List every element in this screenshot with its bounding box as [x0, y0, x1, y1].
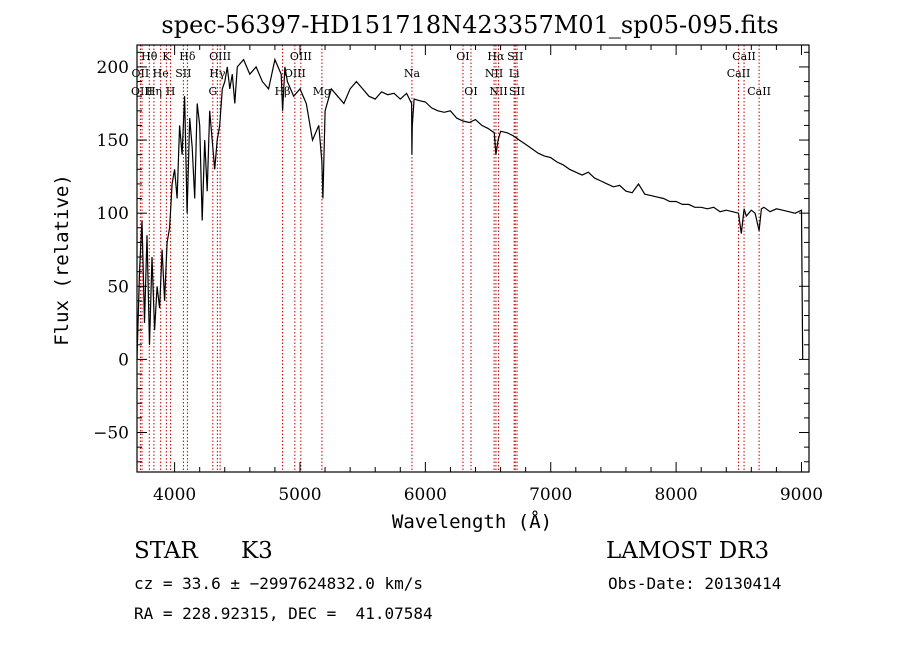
- plot-frame: [136, 44, 810, 473]
- x-tick-label: 7000: [529, 485, 572, 505]
- line-marker-label: SII: [175, 67, 191, 80]
- y-axis-label: Flux (relative): [51, 174, 73, 346]
- redshift-readout: cz = 33.6 ± −2997624832.0 km/s: [134, 574, 423, 593]
- x-axis-label: Wavelength (Å): [392, 510, 552, 533]
- x-tick-label: 5000: [278, 485, 321, 505]
- line-marker-label: Hα: [487, 50, 505, 63]
- chart-title: spec-56397-HD151718N423357M01_sp05-095.f…: [161, 11, 778, 39]
- line-marker-label: NII: [485, 67, 503, 80]
- line-marker-label: Hγ: [209, 67, 226, 80]
- line-marker-label: He: [153, 67, 169, 80]
- line-marker-label: OIII: [209, 50, 231, 63]
- line-marker-label: G: [208, 85, 217, 98]
- line-marker-label: Mg: [313, 85, 331, 98]
- line-marker-label: Hβ: [275, 85, 291, 98]
- line-marker-label: OI: [456, 50, 469, 63]
- x-tick-label: 4000: [153, 485, 196, 505]
- line-marker-label: Hθ: [141, 50, 158, 63]
- axis-ticks: [137, 45, 809, 472]
- y-tick-label: −50: [93, 424, 129, 444]
- line-marker-label: H: [166, 85, 176, 98]
- line-marker-label: NII: [489, 85, 507, 98]
- line-marker-label: CaII: [727, 67, 751, 80]
- coordinates-readout: RA = 228.92315, DEC = 41.07584: [134, 604, 433, 623]
- observation-date: Obs-Date: 20130414: [608, 574, 782, 593]
- x-tick-label: 8000: [654, 485, 697, 505]
- line-marker-label: K: [162, 50, 171, 63]
- y-tick-label: 100: [97, 204, 129, 224]
- line-marker-label: SII: [509, 85, 525, 98]
- line-marker-label: Li: [509, 67, 520, 80]
- line-marker-label: OIII: [290, 50, 312, 63]
- x-tick-label: 9000: [780, 485, 823, 505]
- line-marker-label: OIII: [284, 67, 306, 80]
- y-tick-label: 200: [97, 58, 129, 78]
- line-marker-label: OII: [132, 67, 150, 80]
- spectral-subclass: K3: [241, 538, 273, 564]
- line-markers: [139, 45, 760, 472]
- spectrum-line: [136, 57, 804, 360]
- line-marker-label: CaII: [732, 50, 756, 63]
- line-marker-label: SII: [507, 50, 523, 63]
- line-marker-label: Na: [404, 67, 421, 80]
- line-marker-label: CaII: [747, 85, 771, 98]
- line-marker-label: Hδ: [179, 50, 196, 63]
- y-tick-label: 50: [107, 277, 129, 297]
- x-tick-label: 6000: [404, 485, 447, 505]
- line-marker-label: Hη: [146, 85, 162, 98]
- survey-name: LAMOST DR3: [606, 538, 770, 564]
- object-type: STAR: [134, 538, 198, 564]
- line-marker-label: OI: [464, 85, 477, 98]
- y-tick-label: 150: [97, 131, 129, 151]
- axis-tick-labels: 4000 5000 6000 7000 8000 9000 −50 0 50 100 150 200: [93, 58, 823, 505]
- y-tick-label: 0: [118, 350, 129, 370]
